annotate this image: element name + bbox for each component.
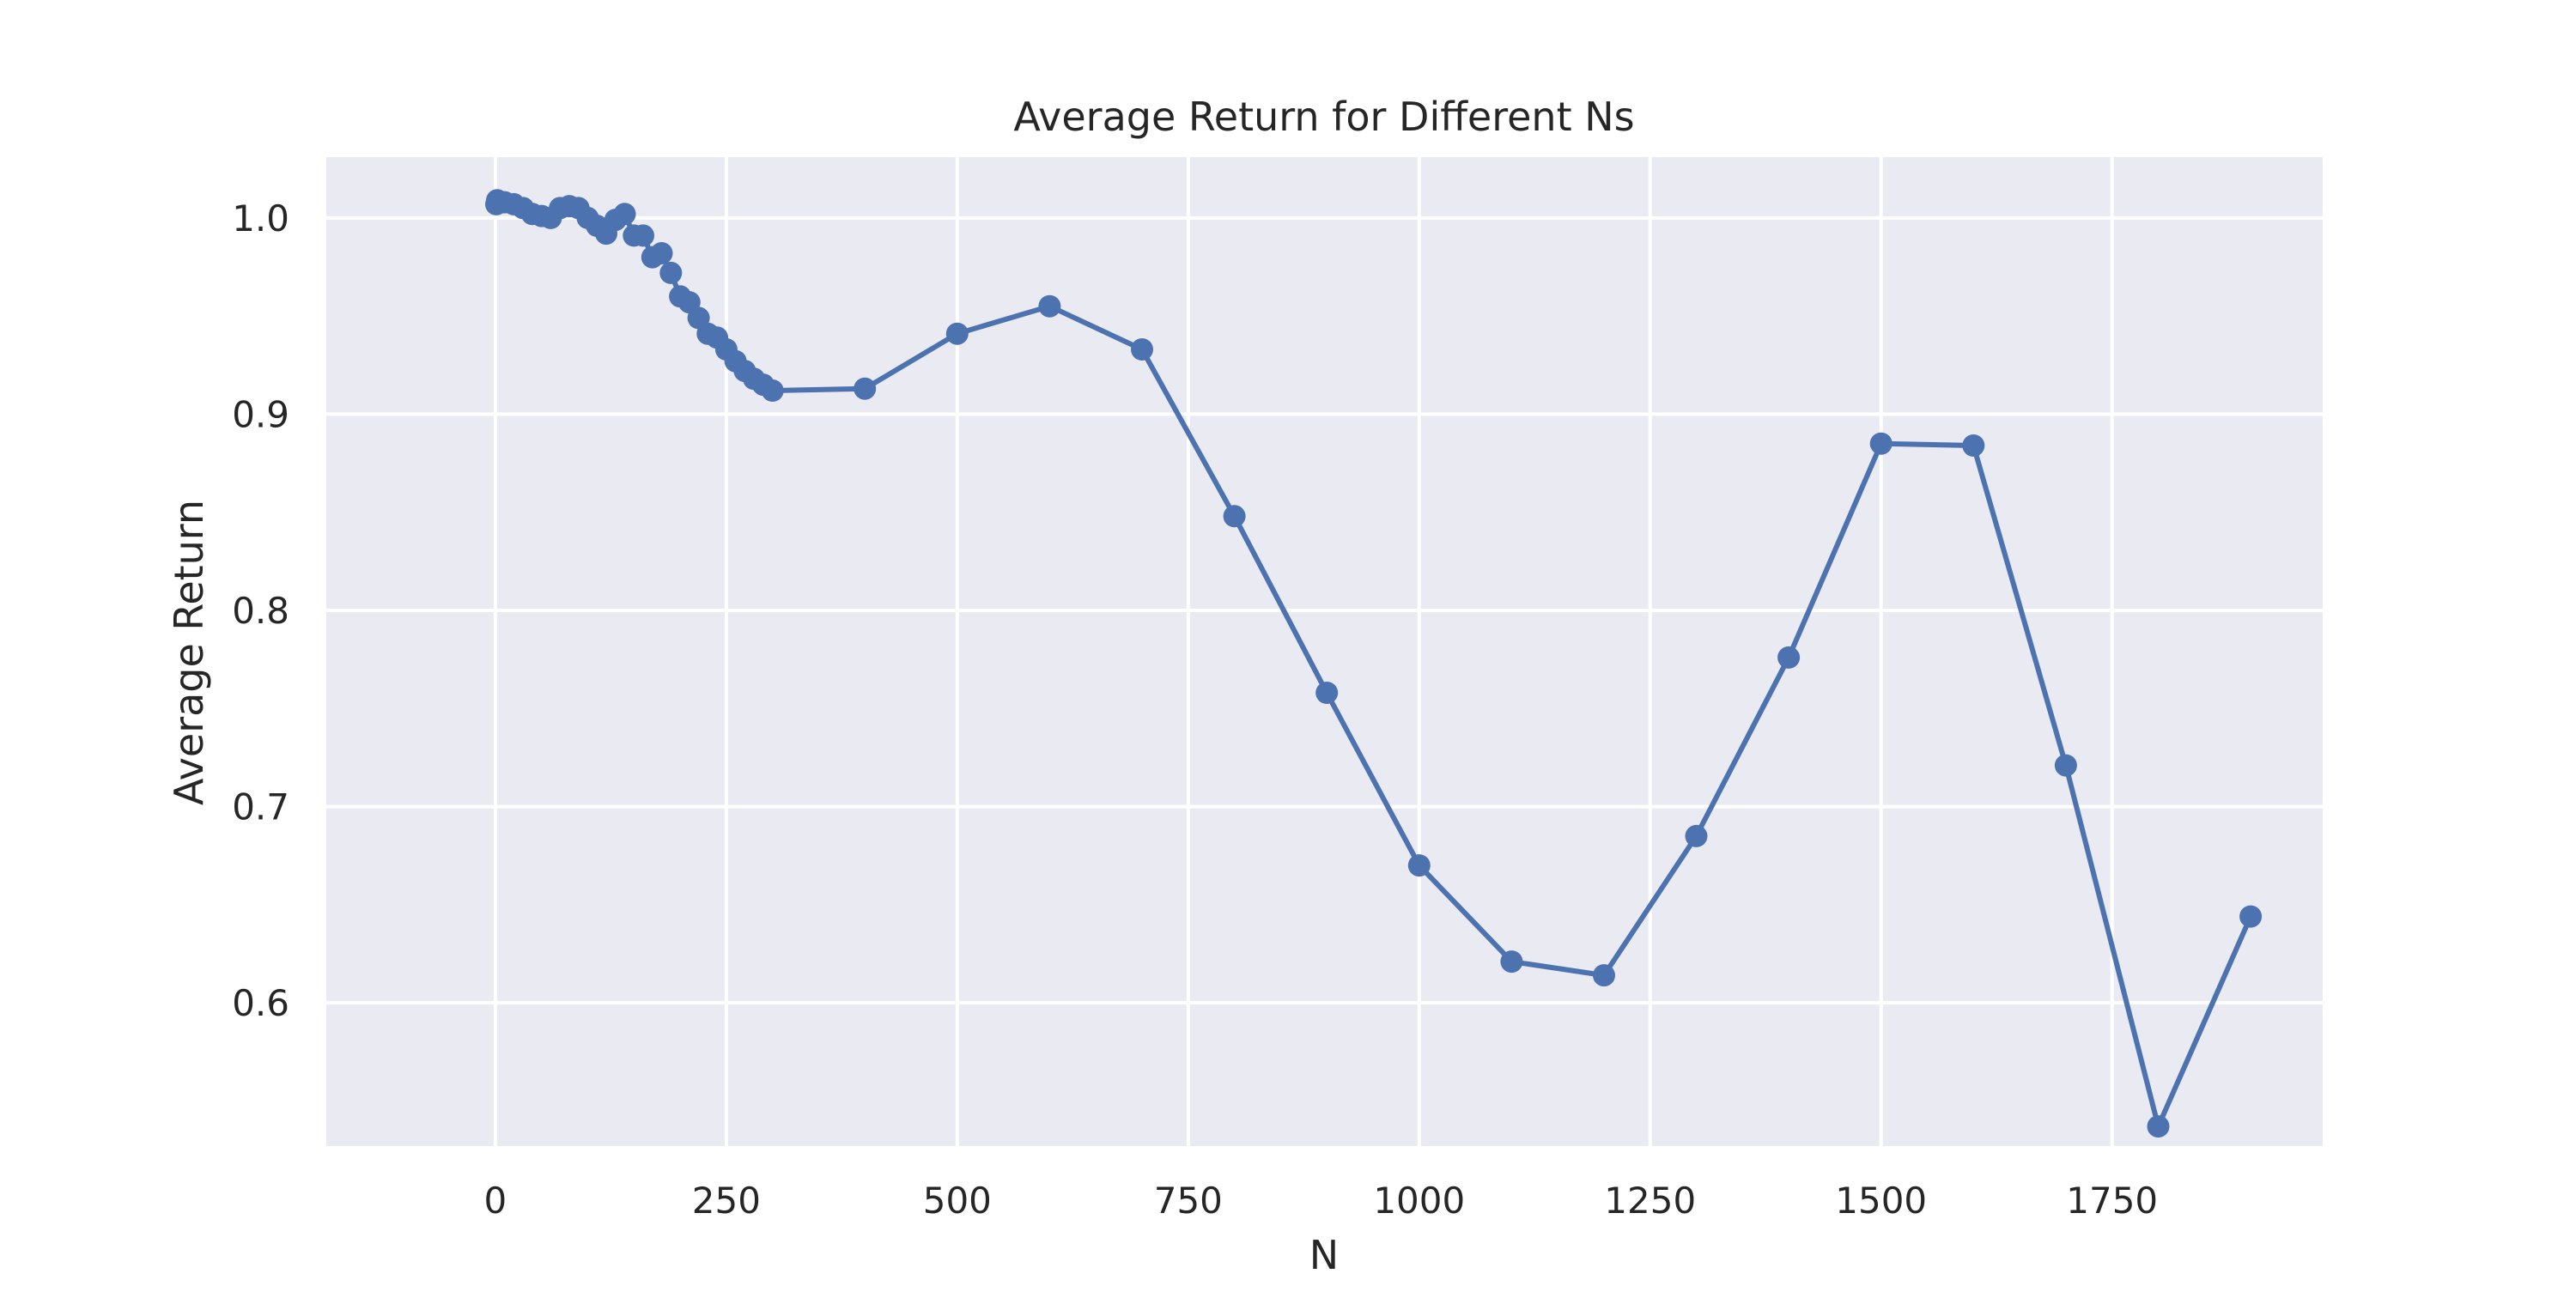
x-tick-label: 250 [692,1180,761,1222]
x-tick-label: 1000 [1373,1180,1465,1222]
y-axis-label: Average Return [166,500,212,805]
plot-area [326,157,2323,1146]
y-tick-label: 0.9 [232,393,289,435]
data-point [650,242,673,264]
data-point [1777,646,1801,669]
y-tick-label: 0.8 [232,590,289,632]
data-point [659,261,683,284]
chart-title: Average Return for Different Ns [1013,94,1634,140]
data-point [1593,964,1615,987]
data-point [1500,950,1523,974]
x-tick-label: 1750 [2066,1180,2158,1222]
data-point [1685,824,1708,847]
data-point [2147,1115,2170,1138]
data-point [1315,682,1339,704]
data-point [761,379,784,402]
x-tick-label: 750 [1154,1180,1223,1222]
tick-labels: 0 250 500 750 1000 1250 1500 1750 0.6 0.7 0.8 0.9 1.… [232,197,2158,1222]
x-tick-label: 500 [923,1180,992,1222]
data-point [854,377,877,400]
data-point [1131,338,1153,361]
data-point [1962,434,1985,457]
x-tick-label: 1500 [1835,1180,1927,1222]
data-point [1869,432,1893,455]
data-point [632,224,654,247]
series-layer [485,189,2263,1138]
data-point [2054,754,2077,777]
data-point [1407,854,1431,877]
data-point [1038,294,1061,318]
y-tick-label: 1.0 [232,197,289,240]
y-tick-label: 0.6 [232,982,289,1024]
x-tick-label: 0 [484,1180,507,1222]
data-point [1223,505,1246,528]
data-point [945,322,969,345]
data-point [613,203,636,226]
y-tick-label: 0.7 [232,786,289,828]
x-axis-label: N [1309,1232,1339,1278]
x-tick-label: 1250 [1604,1180,1696,1222]
grid-lines [326,157,2323,1146]
data-point [2239,905,2263,928]
